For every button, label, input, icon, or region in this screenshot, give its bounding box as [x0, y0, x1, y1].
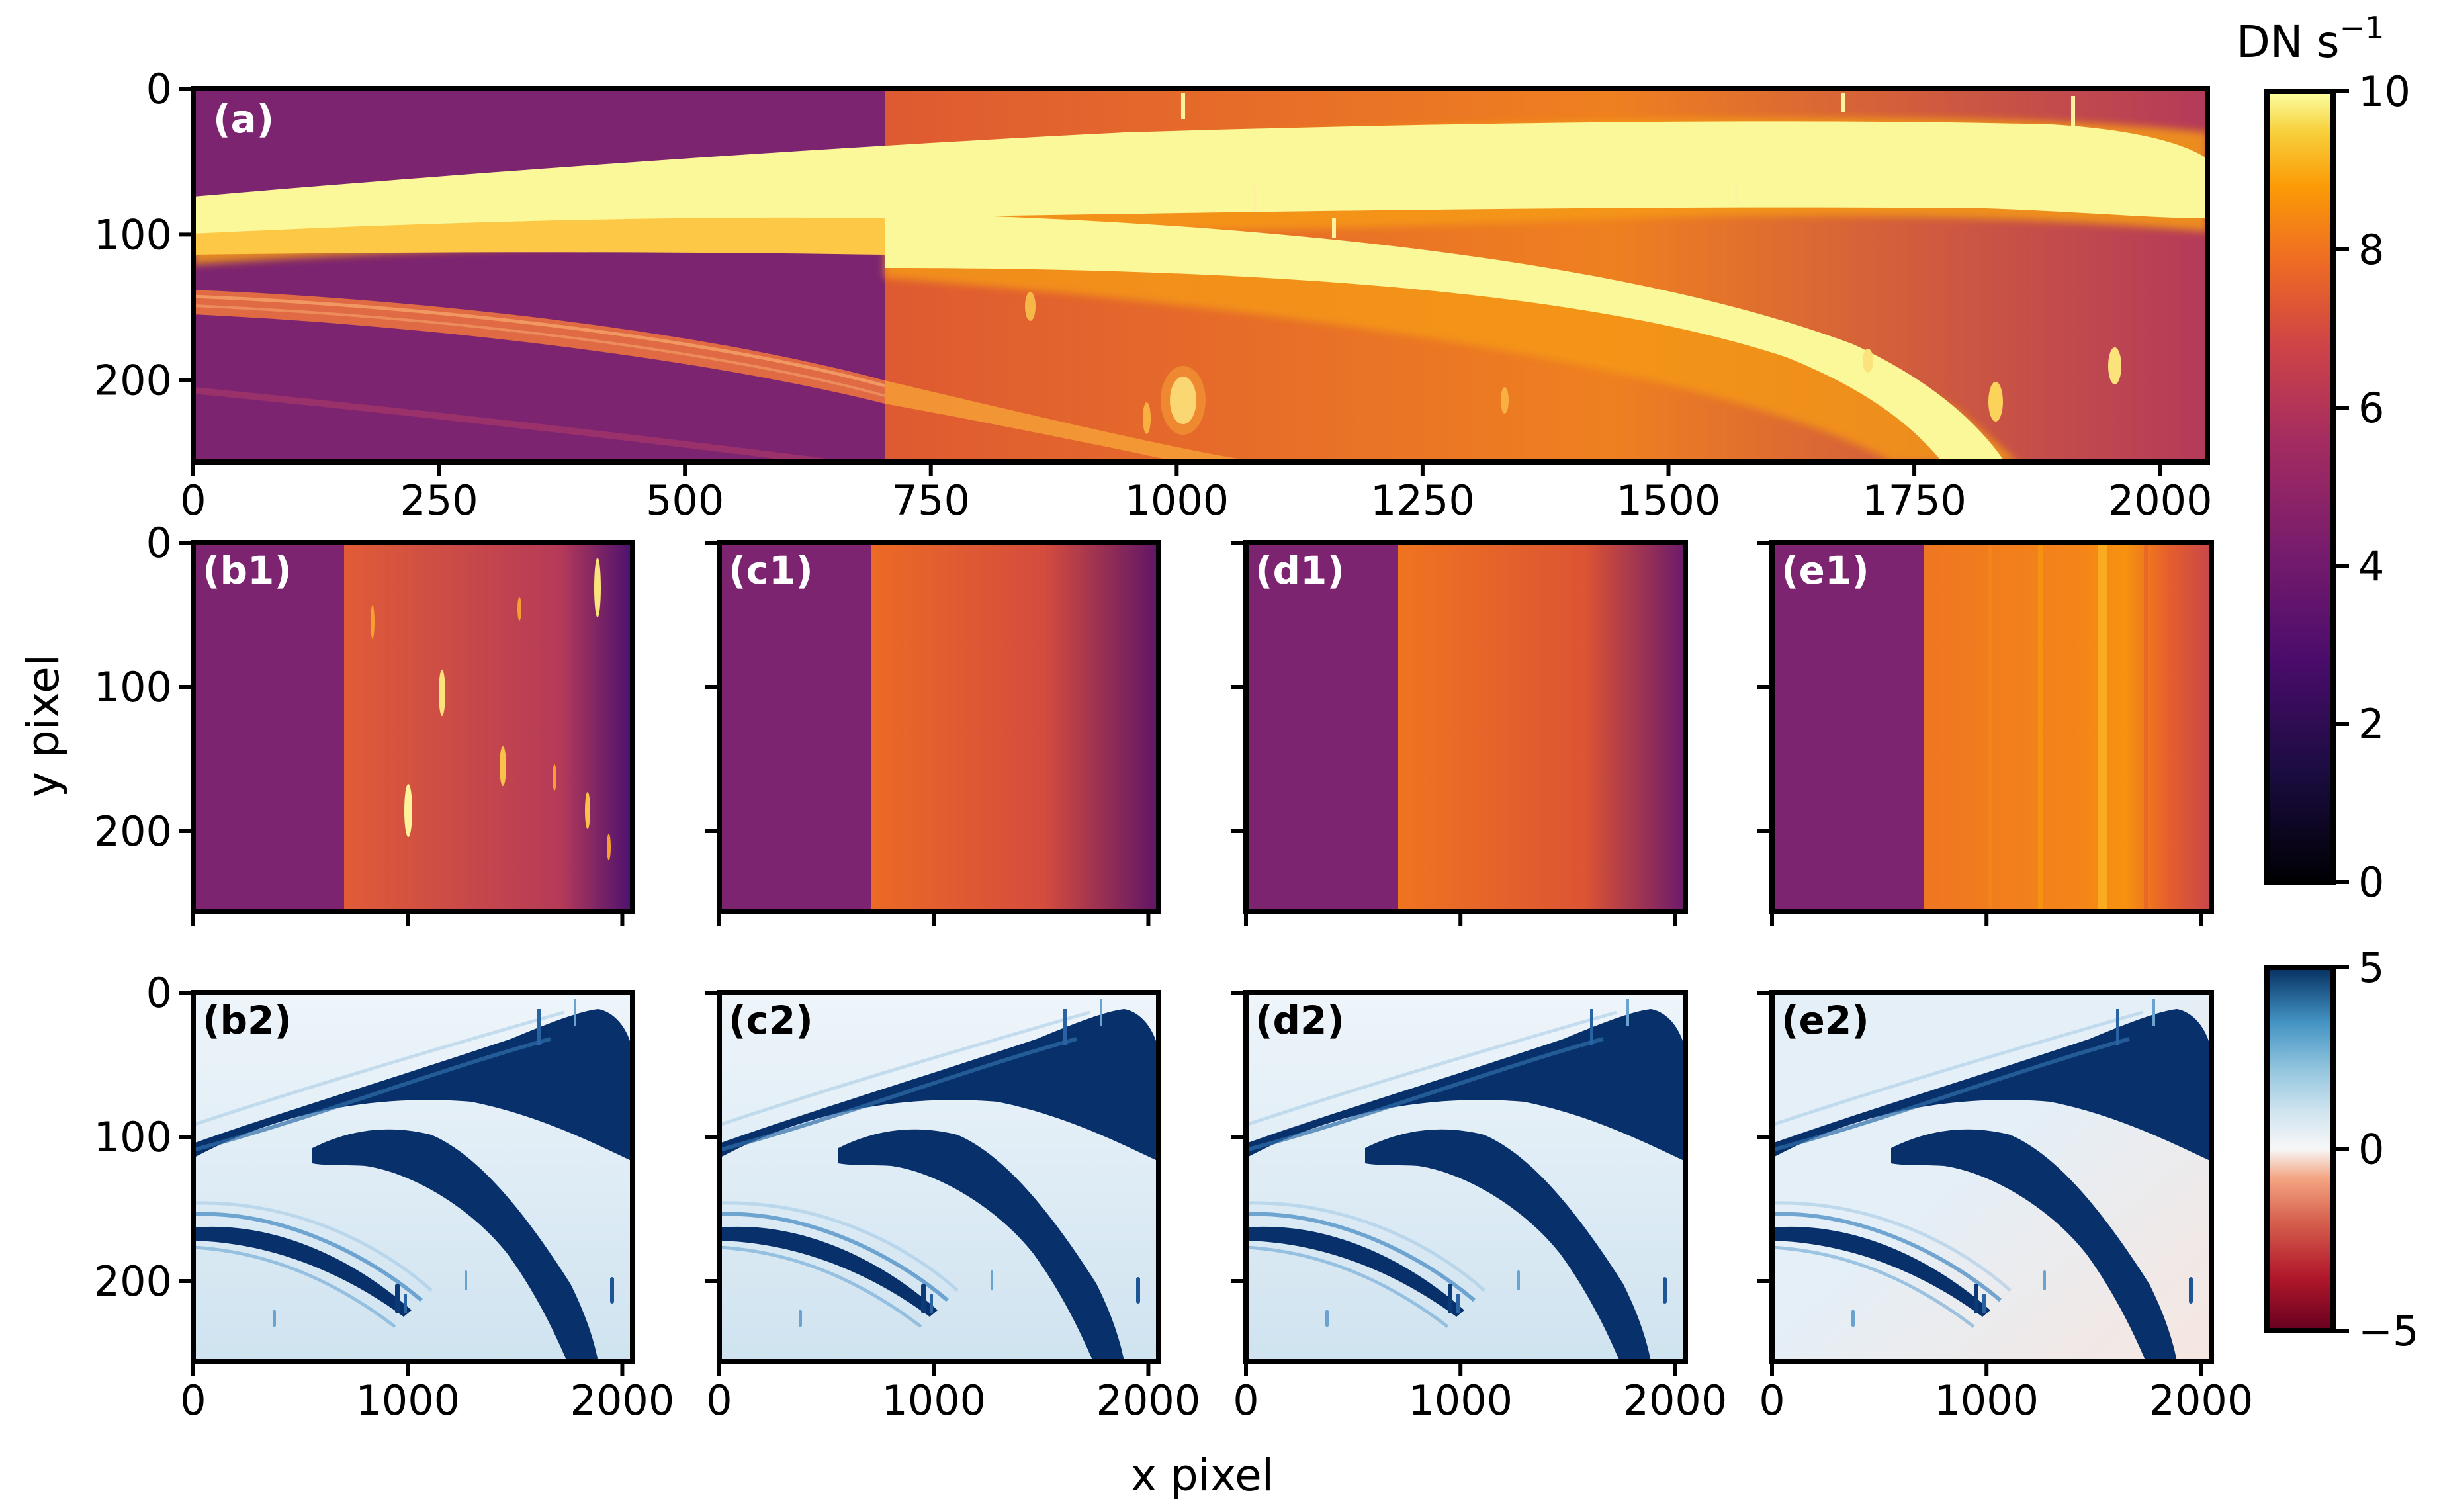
panel-d2-frame	[1243, 990, 1688, 1364]
panel-c1-frame	[717, 540, 1161, 914]
panel-d1-frame	[1243, 540, 1688, 914]
colorbar-rate-tick-label: 8	[2358, 226, 2384, 274]
panel-e2-x-tick-label: 2000	[2149, 1376, 2254, 1425]
panel-b1-y-tick-label: 0	[146, 519, 172, 567]
panel-e2-frame	[1769, 990, 2214, 1364]
panel-b1-y-tick-label: 100	[94, 663, 172, 711]
panel-c1-label: (c1)	[729, 548, 813, 593]
panel-a-x-tick-label: 1000	[1124, 476, 1229, 525]
panel-b2-x-tick-label: 2000	[570, 1376, 675, 1425]
panel-a-x-tick-label: 2000	[2108, 476, 2213, 525]
colorbar-rate-tick-label: 10	[2358, 67, 2411, 116]
panel-e2-image	[1772, 993, 2211, 1362]
panel-d1-image	[1246, 543, 1685, 912]
panel-b2-x-tick-label: 0	[180, 1376, 206, 1425]
panel-d2-label: (d2)	[1255, 998, 1345, 1043]
panel-b1-label: (b1)	[202, 548, 292, 593]
colorbar-rate-tick-label: 6	[2358, 384, 2384, 432]
panel-e2-x-tick-label: 1000	[1934, 1376, 2039, 1425]
panel-a-x-tick-label: 0	[180, 476, 206, 525]
panel-b1-image	[193, 543, 633, 912]
colorbar-rate-tick-label: 2	[2358, 700, 2384, 748]
panel-b1-y-tick-label: 200	[94, 807, 172, 856]
colorbar-rate-label: DN s−1	[2237, 10, 2384, 67]
panel-d2-x-tick-label: 2000	[1623, 1376, 1728, 1425]
panel-b2-y-tick-label: 0	[146, 969, 172, 1017]
panel-c2-label: (c2)	[729, 998, 813, 1043]
panel-a-x-tick-label: 250	[400, 476, 478, 525]
panel-c1-image	[719, 543, 1159, 912]
panel-d2-x-tick-label: 1000	[1408, 1376, 1513, 1425]
panel-a-x-tick-label: 500	[646, 476, 724, 525]
panel-a-x-tick-label: 1750	[1862, 476, 1967, 525]
panel-a-frame	[191, 86, 2210, 465]
panel-a-x-tick-label: 1250	[1370, 476, 1475, 525]
panel-e2-x-tick-label: 0	[1759, 1376, 1785, 1425]
panel-a-image	[193, 89, 2207, 462]
panel-a-x-tick-label: 1500	[1617, 476, 1721, 525]
colorbar-residual-tick-label: −5	[2358, 1307, 2418, 1355]
panel-d2-image	[1246, 993, 1685, 1362]
x-axis-label: x pixel	[1131, 1450, 1274, 1501]
panel-b2-label: (b2)	[202, 998, 292, 1043]
colorbar-residual-tick-label: 0	[2358, 1126, 2384, 1174]
y-axis-label: y pixel	[18, 654, 69, 797]
panel-d1-label: (d1)	[1255, 548, 1345, 593]
panel-a-x-tick-label: 750	[892, 476, 970, 525]
panel-a-y-tick-label: 0	[146, 65, 172, 113]
panel-c2-image	[719, 993, 1159, 1362]
colorbar-rate-tick-label: 0	[2358, 858, 2384, 907]
colorbar-residual-tick-label: 5	[2358, 944, 2384, 992]
panel-a-label: (a)	[213, 97, 274, 142]
panel-b2-frame	[191, 990, 635, 1364]
colorbar-residual	[2267, 967, 2333, 1331]
panel-a-y-tick-label: 200	[94, 357, 172, 405]
panel-d2-x-tick-label: 0	[1233, 1376, 1259, 1425]
panel-e2-label: (e2)	[1781, 998, 1869, 1043]
colorbar-rate-tick-label: 4	[2358, 542, 2384, 590]
panel-e1-image	[1772, 543, 2211, 912]
panel-c2-x-tick-label: 0	[706, 1376, 732, 1425]
axis-ticks: 0 250 500 750 1000 1250 1500 1750 20000100200010…	[94, 65, 2419, 1425]
panel-c2-x-tick-label: 2000	[1096, 1376, 1201, 1425]
panel-b2-y-tick-label: 100	[94, 1113, 172, 1161]
panel-b2-y-tick-label: 200	[94, 1257, 172, 1306]
colorbar-rate	[2267, 91, 2333, 882]
panel-b2-image	[193, 993, 633, 1362]
panel-e1-frame	[1769, 540, 2214, 914]
panel-b1-frame	[191, 540, 635, 914]
panel-e1-label: (e1)	[1781, 548, 1869, 593]
panel-c2-frame	[717, 990, 1161, 1364]
panel-a-y-tick-label: 100	[94, 210, 172, 259]
panel-c2-x-tick-label: 1000	[881, 1376, 986, 1425]
panel-b2-x-tick-label: 1000	[355, 1376, 460, 1425]
